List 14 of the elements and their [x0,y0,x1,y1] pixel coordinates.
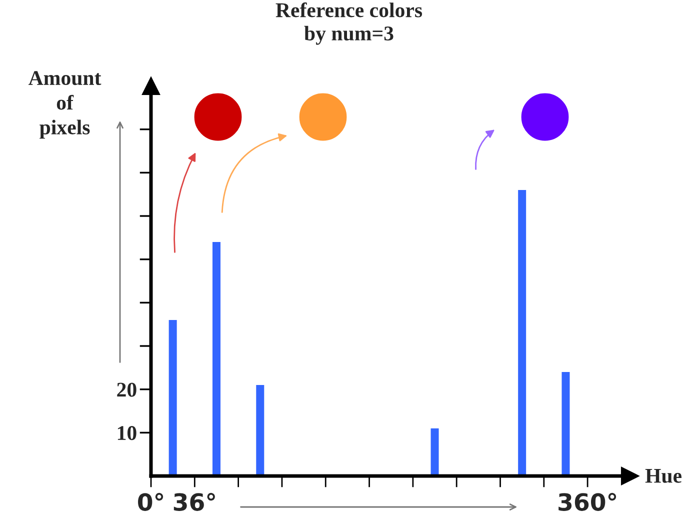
bar [430,428,439,476]
x-tick-label: 360° [558,492,616,511]
x-axis-title: Hue [645,469,682,483]
bar [562,372,570,476]
bar [212,242,220,476]
bar [256,385,264,476]
y-tick-label: 20 [117,382,136,397]
bar [168,320,177,476]
bar [518,190,526,476]
x-tick-label: 36° [174,492,215,511]
y-tick-label: 10 [118,426,136,440]
chart-title: Reference colors by num=3 [276,2,422,45]
x-tick-label: 0° [138,492,164,511]
y-axis-title: Amount of pixels [28,71,102,139]
